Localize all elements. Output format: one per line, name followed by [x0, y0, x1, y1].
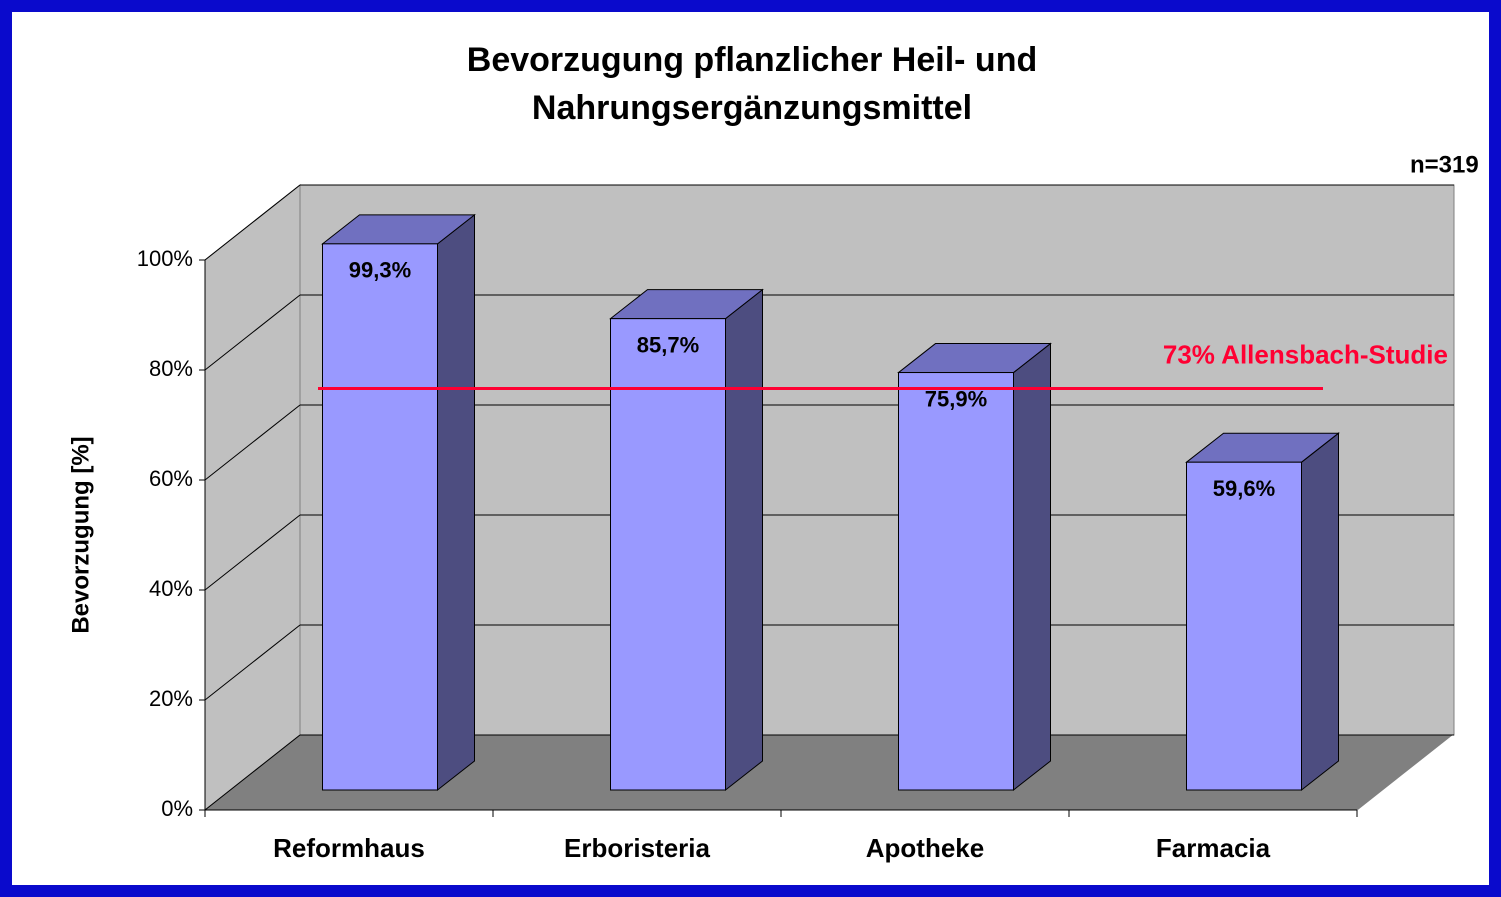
y-tick-label: 60% [149, 466, 193, 491]
grid-line [204, 514, 301, 591]
bar-side [725, 288, 763, 792]
plot-area: 0% 20% 40% 60% 80% 100% Reformhaus 99,3% Erboris… [137, 183, 1455, 863]
side-wall [204, 183, 301, 812]
bar [610, 318, 726, 791]
y-tick-label: 80% [149, 356, 193, 381]
x-tick-label: Reformhaus [273, 833, 425, 863]
y-tick-label: 40% [149, 576, 193, 601]
x-tick-label: Apotheke [866, 833, 984, 863]
data-label: 99,3% [349, 258, 411, 283]
grid-line [204, 404, 301, 481]
bar [898, 372, 1014, 791]
chart-title: Nahrungsergänzungsmittel [532, 89, 972, 127]
bar [1186, 461, 1302, 791]
reference-label: 73% Allensbach-Studie [1163, 339, 1448, 369]
x-tick-label: Erboristeria [564, 833, 710, 863]
grid-line [204, 184, 301, 261]
bar-side [1301, 432, 1339, 792]
x-tick-label: Farmacia [1156, 833, 1271, 863]
y-axis-label: Bevorzugung [%] [67, 436, 94, 633]
y-tick-label: 100% [137, 246, 193, 271]
grid-line [204, 294, 301, 371]
bar [322, 243, 438, 791]
grid-line [204, 624, 301, 701]
sample-note: n=319 [1410, 151, 1479, 178]
y-tick-label: 0% [161, 796, 193, 821]
data-label: 75,9% [925, 386, 987, 411]
chart-title: Bevorzugung pflanzlicher Heil- und [467, 41, 1037, 79]
bar-side [437, 213, 475, 792]
bar-side [1013, 342, 1051, 792]
y-tick-label: 20% [149, 686, 193, 711]
grid-line [204, 734, 301, 811]
data-label: 59,6% [1213, 476, 1275, 501]
data-label: 85,7% [637, 332, 699, 357]
